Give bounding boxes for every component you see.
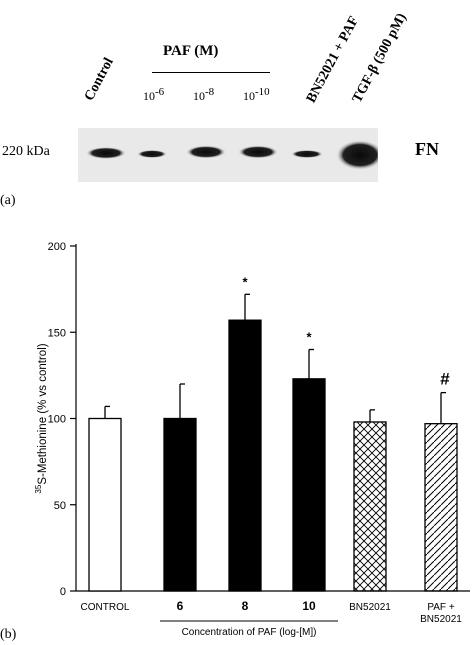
band-bn52021-paf [291,150,323,158]
band-paf-1e-6 [137,150,167,158]
y-tick-label: 100 [48,414,66,426]
blot-image [78,128,378,182]
x-tick-label-2: 6 [177,599,184,613]
significance-mark-6: # [440,370,450,389]
significance-mark-3: * [242,274,248,289]
band-control [86,147,126,159]
chart-bars: * * # [88,274,458,592]
x-tick-label-5: BN52021 [349,602,391,613]
paf-group-label: PAF (M) [163,43,219,59]
paf-group-line [152,72,270,73]
molecular-weight-marker: 220 kDa [2,144,50,159]
x-tick-label-6-line-2: BN52021 [420,614,462,625]
bar-4 [292,378,326,592]
bar-6 [424,423,458,592]
blot-membrane [78,128,378,182]
lane-label-control: Control [81,55,117,104]
x-tick-label-1: CONTROL [81,602,130,613]
x-tick-label-4: 10 [302,599,316,613]
y-tick-label: 200 [48,241,66,253]
y-axis-label-superscript: 35 [34,484,43,493]
chart-labels: CONTROL 6 8 10 BN52021 PAF +BN52021Concentrat… [81,599,463,638]
lane-label-paf-1e-6: 10-6 [143,86,165,103]
band-paf-1e-10 [238,145,278,159]
lane-label-paf-1e-8: 10-8 [193,86,215,103]
bar-2 [163,417,197,592]
bar-1 [88,417,122,592]
bar-3 [228,319,262,592]
band-tgf-beta [336,140,378,170]
bar-chart-svg: 0 50 100 150 200 35S-Methionine (% vs control… [34,241,470,638]
y-axis-label: 35S-Methionine (% vs control) [34,343,49,493]
y-tick-label: 150 [48,327,66,339]
chart-axes: 0 50 100 150 200 35S-Methionine (% vs control… [34,241,470,598]
y-tick-label: 0 [60,586,66,598]
bar-5 [353,421,387,592]
concentration-group-label: Concentration of PAF (log-[M]) [182,627,317,638]
y-tick-label: 50 [54,500,66,512]
x-tick-label-6-line-1: PAF + [427,602,454,613]
lane-label-paf-1e-10: 10-10 [243,86,270,103]
protein-label-fn: FN [415,139,439,159]
x-tick-label-3: 8 [242,599,249,613]
significance-mark-4: * [306,330,312,345]
panel-b-label: (b) [0,627,17,642]
band-paf-1e-8 [186,145,226,159]
panel-a-label: (a) [0,193,16,208]
y-axis-label-text: S-Methionine (% vs control) [37,343,49,484]
